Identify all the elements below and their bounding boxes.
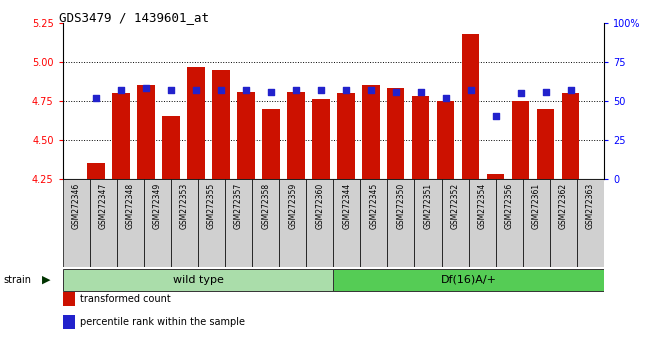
Text: GSM272359: GSM272359 <box>288 183 297 229</box>
Text: GSM272353: GSM272353 <box>180 183 189 229</box>
FancyBboxPatch shape <box>523 179 550 267</box>
Text: GSM272349: GSM272349 <box>153 183 162 229</box>
Bar <box>87 163 105 179</box>
Text: GSM272348: GSM272348 <box>126 183 135 229</box>
FancyBboxPatch shape <box>333 179 360 267</box>
FancyBboxPatch shape <box>387 179 414 267</box>
Bar <box>562 93 579 179</box>
Bar <box>162 116 180 179</box>
FancyBboxPatch shape <box>63 179 90 267</box>
Text: transformed count: transformed count <box>80 294 170 304</box>
Bar <box>462 34 479 179</box>
Point <box>216 87 226 93</box>
Point <box>115 87 126 93</box>
Text: GSM272361: GSM272361 <box>532 183 541 229</box>
Bar <box>412 96 430 179</box>
FancyBboxPatch shape <box>198 179 225 267</box>
Point <box>241 87 251 93</box>
Bar <box>112 93 130 179</box>
Text: GSM272355: GSM272355 <box>207 183 216 229</box>
Text: GSM272352: GSM272352 <box>451 183 459 229</box>
FancyBboxPatch shape <box>63 268 333 291</box>
Text: wild type: wild type <box>172 275 224 285</box>
Bar <box>137 85 154 179</box>
Bar <box>487 174 504 179</box>
Text: GSM272360: GSM272360 <box>315 183 324 229</box>
FancyBboxPatch shape <box>306 179 333 267</box>
FancyBboxPatch shape <box>360 179 387 267</box>
Point <box>465 87 476 93</box>
Point <box>290 87 301 93</box>
Text: GSM272354: GSM272354 <box>478 183 486 229</box>
Text: GSM272345: GSM272345 <box>370 183 378 229</box>
FancyBboxPatch shape <box>469 179 496 267</box>
Text: GSM272357: GSM272357 <box>234 183 243 229</box>
Text: GSM272350: GSM272350 <box>397 183 405 229</box>
Point <box>391 89 401 95</box>
Bar <box>362 85 380 179</box>
FancyBboxPatch shape <box>171 179 198 267</box>
FancyBboxPatch shape <box>279 179 306 267</box>
Text: GSM272356: GSM272356 <box>505 183 513 229</box>
Text: GSM272362: GSM272362 <box>559 183 568 229</box>
Point <box>541 89 551 95</box>
FancyBboxPatch shape <box>550 179 577 267</box>
Text: GSM272363: GSM272363 <box>586 183 595 229</box>
Bar <box>262 109 280 179</box>
Text: Df(16)A/+: Df(16)A/+ <box>441 275 496 285</box>
FancyBboxPatch shape <box>333 268 604 291</box>
FancyBboxPatch shape <box>90 179 117 267</box>
Bar <box>512 101 529 179</box>
Text: percentile rank within the sample: percentile rank within the sample <box>80 317 245 327</box>
Point <box>166 87 176 93</box>
Point <box>490 114 501 119</box>
Point <box>440 95 451 101</box>
Bar <box>537 109 554 179</box>
Text: GSM272351: GSM272351 <box>424 183 432 229</box>
FancyBboxPatch shape <box>225 179 252 267</box>
Point <box>91 95 102 101</box>
Point <box>515 90 526 96</box>
Bar <box>287 92 304 179</box>
Point <box>415 89 426 95</box>
Text: strain: strain <box>3 275 31 285</box>
FancyBboxPatch shape <box>117 179 144 267</box>
FancyBboxPatch shape <box>414 179 442 267</box>
Text: GDS3479 / 1439601_at: GDS3479 / 1439601_at <box>59 11 209 24</box>
Bar <box>187 67 205 179</box>
FancyBboxPatch shape <box>442 179 469 267</box>
Point <box>191 87 201 93</box>
Point <box>341 87 351 93</box>
Text: GSM272347: GSM272347 <box>99 183 108 229</box>
Point <box>315 87 326 93</box>
Point <box>565 87 576 93</box>
Bar <box>437 101 455 179</box>
Bar <box>337 93 354 179</box>
Text: GSM272358: GSM272358 <box>261 183 270 229</box>
Text: GSM272346: GSM272346 <box>72 183 81 229</box>
Bar <box>312 99 329 179</box>
FancyBboxPatch shape <box>577 179 604 267</box>
Point <box>265 89 276 95</box>
FancyBboxPatch shape <box>496 179 523 267</box>
Point <box>141 86 151 91</box>
Text: GSM272344: GSM272344 <box>343 183 351 229</box>
FancyBboxPatch shape <box>252 179 279 267</box>
Bar <box>212 70 230 179</box>
Bar <box>237 92 255 179</box>
Text: ▶: ▶ <box>42 275 50 285</box>
FancyBboxPatch shape <box>144 179 171 267</box>
Point <box>366 87 376 93</box>
Bar <box>387 88 405 179</box>
